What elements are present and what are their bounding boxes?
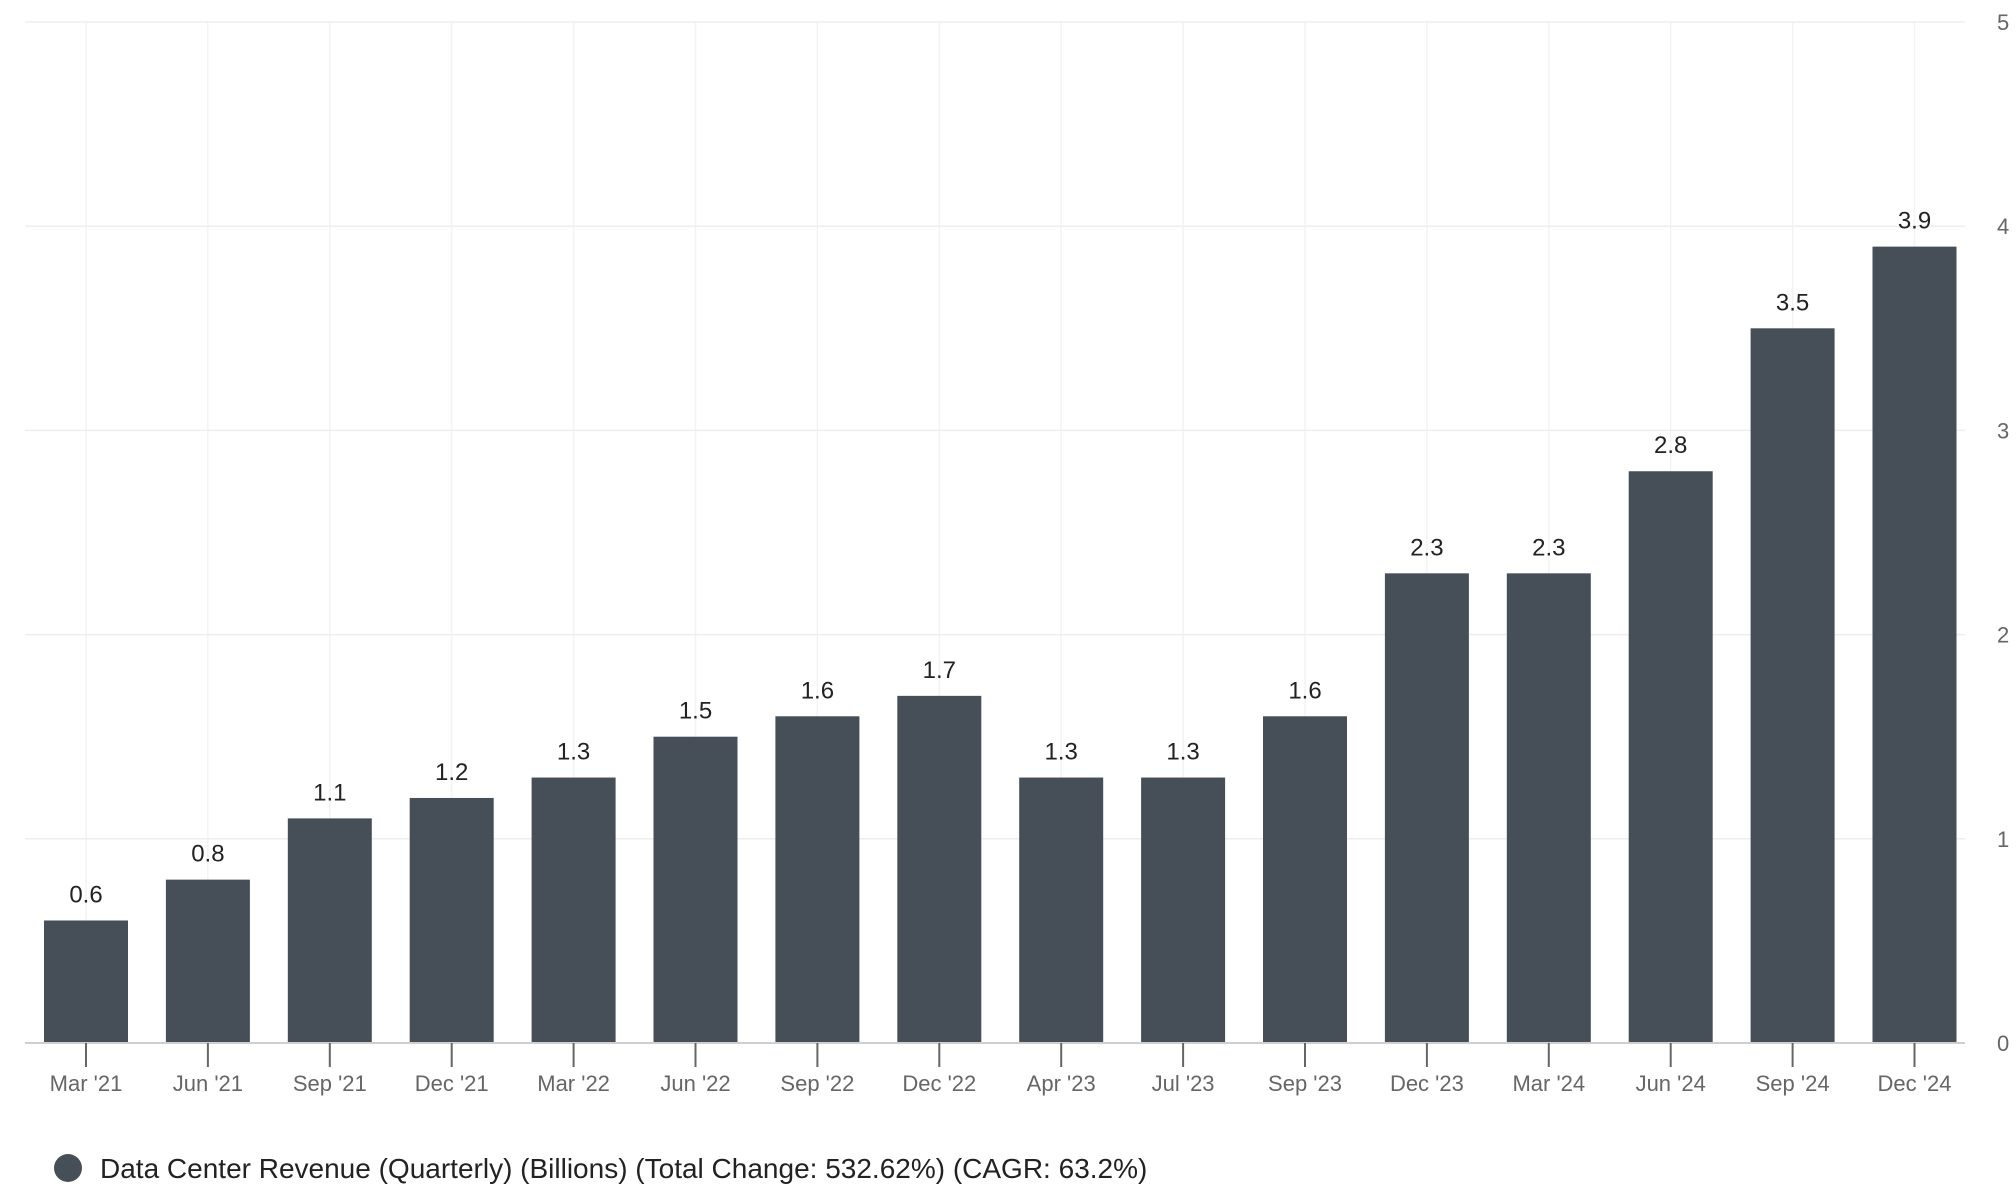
y-tick-label: 5 bbox=[1997, 10, 2009, 35]
bar bbox=[44, 920, 128, 1043]
bar bbox=[775, 716, 860, 1043]
x-tick-label: Jun '24 bbox=[1636, 1071, 1706, 1096]
data-label: 1.3 bbox=[1045, 739, 1078, 766]
bar bbox=[1263, 716, 1347, 1043]
x-tick-label: Jul '23 bbox=[1152, 1071, 1215, 1096]
bar bbox=[1628, 471, 1713, 1043]
x-tick-label: Dec '24 bbox=[1878, 1071, 1952, 1096]
data-label: 1.6 bbox=[801, 677, 834, 704]
bar bbox=[1750, 328, 1835, 1043]
bar bbox=[1506, 573, 1591, 1043]
data-label: 0.8 bbox=[191, 841, 224, 868]
bar bbox=[531, 777, 616, 1043]
data-label: 1.2 bbox=[435, 759, 468, 786]
legend: Data Center Revenue (Quarterly) (Billion… bbox=[54, 1153, 1147, 1184]
data-label: 2.8 bbox=[1654, 432, 1687, 459]
x-tick-label: Sep '23 bbox=[1268, 1071, 1342, 1096]
bar bbox=[1141, 777, 1226, 1043]
data-label: 1.3 bbox=[557, 739, 590, 766]
y-tick-label: 4 bbox=[1997, 214, 2009, 239]
bar bbox=[287, 818, 372, 1043]
data-label: 1.3 bbox=[1166, 739, 1199, 766]
x-tick-label: Mar '22 bbox=[537, 1071, 610, 1096]
data-label: 2.3 bbox=[1532, 534, 1565, 561]
legend-swatch bbox=[54, 1154, 82, 1182]
data-label: 3.5 bbox=[1776, 289, 1809, 316]
data-label: 1.6 bbox=[1288, 677, 1321, 704]
x-axis-ticks: Mar '21 Jun '21 Sep '21 Dec '21 Mar '22 Jun '… bbox=[50, 1043, 1952, 1096]
bar bbox=[1384, 573, 1469, 1043]
x-tick-label: Sep '21 bbox=[293, 1071, 367, 1096]
bar bbox=[1019, 777, 1104, 1043]
y-tick-label: 3 bbox=[1997, 418, 2009, 443]
x-tick-label: Apr '23 bbox=[1027, 1071, 1096, 1096]
x-tick-label: Jun '22 bbox=[660, 1071, 730, 1096]
x-tick-label: Sep '24 bbox=[1756, 1071, 1830, 1096]
y-tick-label: 0 bbox=[1997, 1031, 2009, 1056]
data-label: 1.7 bbox=[923, 657, 956, 684]
data-labels: 0.6 0.8 1.1 1.2 1.3 1.5 1.6 1.7 1.3 1.3 1.6 2.3 2.3 2… bbox=[69, 208, 1931, 909]
legend-label: Data Center Revenue (Quarterly) (Billion… bbox=[100, 1153, 1147, 1184]
y-tick-label: 1 bbox=[1997, 827, 2009, 852]
data-label: 1.1 bbox=[313, 779, 346, 806]
bar bbox=[409, 797, 494, 1043]
x-tick-label: Mar '21 bbox=[50, 1071, 123, 1096]
x-tick-label: Dec '21 bbox=[415, 1071, 489, 1096]
x-tick-label: Mar '24 bbox=[1512, 1071, 1585, 1096]
data-label: 1.5 bbox=[679, 698, 712, 725]
y-tick-label: 2 bbox=[1997, 623, 2009, 648]
x-tick-label: Sep '22 bbox=[780, 1071, 854, 1096]
x-tick-label: Jun '21 bbox=[173, 1071, 243, 1096]
bar bbox=[1872, 246, 1957, 1043]
data-label: 3.9 bbox=[1898, 208, 1931, 235]
bar bbox=[653, 736, 738, 1043]
data-label: 0.6 bbox=[69, 881, 102, 908]
data-label: 2.3 bbox=[1410, 534, 1443, 561]
bar bbox=[165, 879, 250, 1043]
y-axis-ticks: 0 1 2 3 4 5 bbox=[1997, 10, 2009, 1056]
bar-series bbox=[44, 246, 1957, 1043]
bar bbox=[897, 695, 982, 1043]
x-tick-label: Dec '23 bbox=[1390, 1071, 1464, 1096]
x-tick-label: Dec '22 bbox=[902, 1071, 976, 1096]
